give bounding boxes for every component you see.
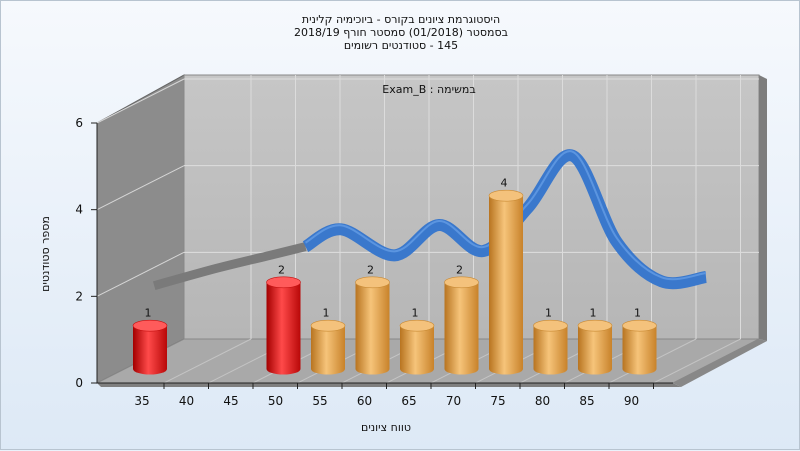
bar-90 xyxy=(622,319,657,375)
bar-body-55 xyxy=(311,325,345,375)
value-label-65: 1 xyxy=(412,307,419,320)
grid-line-left-2 xyxy=(96,165,185,211)
x-tick-label-35: 35 xyxy=(134,394,149,408)
value-label-35: 1 xyxy=(145,307,152,320)
grid-line-floor-11 xyxy=(653,338,741,384)
value-label-70: 2 xyxy=(456,263,463,276)
value-label-80: 1 xyxy=(545,307,552,320)
bar-body-35 xyxy=(133,325,167,375)
right-edge xyxy=(759,75,767,341)
x-tick-label-65: 65 xyxy=(401,394,416,408)
bar-body-70 xyxy=(444,282,479,375)
x-axis-label: טווח ציונים xyxy=(361,421,411,434)
bar-body-80 xyxy=(533,325,568,375)
floor-right-edge xyxy=(673,339,767,387)
x-tick-label-45: 45 xyxy=(223,394,238,408)
bar-top-60 xyxy=(355,276,390,289)
bar-top-80 xyxy=(533,319,568,332)
bar-body-85 xyxy=(578,325,612,375)
value-labels-layer: 1 2 1 2 1 2 4 1 1 1 xyxy=(145,177,642,320)
y-tick-label-4: 4 xyxy=(75,203,83,217)
bar-body-75 xyxy=(489,195,523,375)
x-tick-label-75: 75 xyxy=(490,394,505,408)
x-tick-label-40: 40 xyxy=(179,394,194,408)
value-label-90: 1 xyxy=(634,307,641,320)
bar-body-90 xyxy=(622,325,657,375)
bar-35 xyxy=(132,319,168,375)
floor-front-edge xyxy=(97,383,681,387)
chart-title-line-3: 145 - סטודנטים רשומים xyxy=(344,39,458,52)
bar-top-70 xyxy=(444,276,479,289)
bar-body-65 xyxy=(400,325,434,375)
bar-top-90 xyxy=(622,319,657,332)
bar-80 xyxy=(533,319,568,375)
bar-top-65 xyxy=(399,319,435,332)
y-tick-label-0: 0 xyxy=(75,376,83,390)
value-label-55: 1 xyxy=(323,307,330,320)
chart-subtitle: Exam_B : במשימה xyxy=(382,83,475,96)
x-tick-label-90: 90 xyxy=(624,394,639,408)
grid-line-floor-0 xyxy=(163,338,252,384)
trend-ribbon-gray xyxy=(152,242,307,291)
value-label-50: 2 xyxy=(278,263,285,276)
y-tick-label-2: 2 xyxy=(75,289,83,303)
value-label-75: 4 xyxy=(501,177,508,190)
x-tick-label-85: 85 xyxy=(579,394,594,408)
y-axis-label: מספר סטודנטים xyxy=(39,216,52,292)
bar-65 xyxy=(399,319,435,375)
grid-line-left-3 xyxy=(96,78,185,124)
y-ticks: 0 2 4 6 xyxy=(75,116,97,390)
value-label-60: 2 xyxy=(367,263,374,276)
bar-top-50 xyxy=(266,276,301,289)
chart-title-line-2: בסמסטר (01/2018) סמסטר חורף 2018/19 xyxy=(294,26,508,39)
bar-top-75 xyxy=(488,189,524,202)
bar-top-35 xyxy=(132,319,168,332)
value-label-85: 1 xyxy=(590,307,597,320)
grid-line-left-1 xyxy=(96,251,185,297)
x-tick-label-70: 70 xyxy=(446,394,461,408)
bar-85 xyxy=(577,319,613,375)
x-tick-label-80: 80 xyxy=(535,394,550,408)
x-tick-label-55: 55 xyxy=(312,394,327,408)
x-ticks: 35 40 45 50 55 60 65 70 75 80 85 90 xyxy=(134,383,654,408)
x-tick-label-60: 60 xyxy=(357,394,372,408)
bar-75 xyxy=(488,189,524,375)
bar-top-55 xyxy=(310,319,346,332)
bar-55 xyxy=(310,319,346,375)
bar-50 xyxy=(266,276,301,375)
bar-body-60 xyxy=(355,282,390,375)
bar-60 xyxy=(355,276,390,375)
bar-body-50 xyxy=(266,282,301,375)
x-tick-label-50: 50 xyxy=(268,394,283,408)
chart-title-line-1: היסטוגרמת ציונים בקורס - ביוכימיה קלינית xyxy=(302,13,500,26)
bar-70 xyxy=(444,276,479,375)
bars-layer xyxy=(132,189,657,375)
bar-top-85 xyxy=(577,319,613,332)
y-tick-label-6: 6 xyxy=(75,116,83,130)
